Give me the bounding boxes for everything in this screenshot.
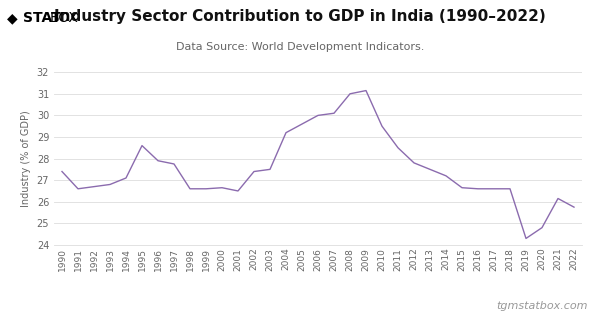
Text: BOX: BOX (49, 11, 78, 25)
Text: ◆: ◆ (7, 11, 18, 25)
Y-axis label: Industry (% of GDP): Industry (% of GDP) (21, 110, 31, 207)
Text: Industry Sector Contribution to GDP in India (1990–2022): Industry Sector Contribution to GDP in I… (54, 9, 546, 24)
Text: Data Source: World Development Indicators.: Data Source: World Development Indicator… (176, 42, 424, 52)
Text: STAT: STAT (23, 11, 61, 25)
Text: tgmstatbox.com: tgmstatbox.com (497, 301, 588, 311)
